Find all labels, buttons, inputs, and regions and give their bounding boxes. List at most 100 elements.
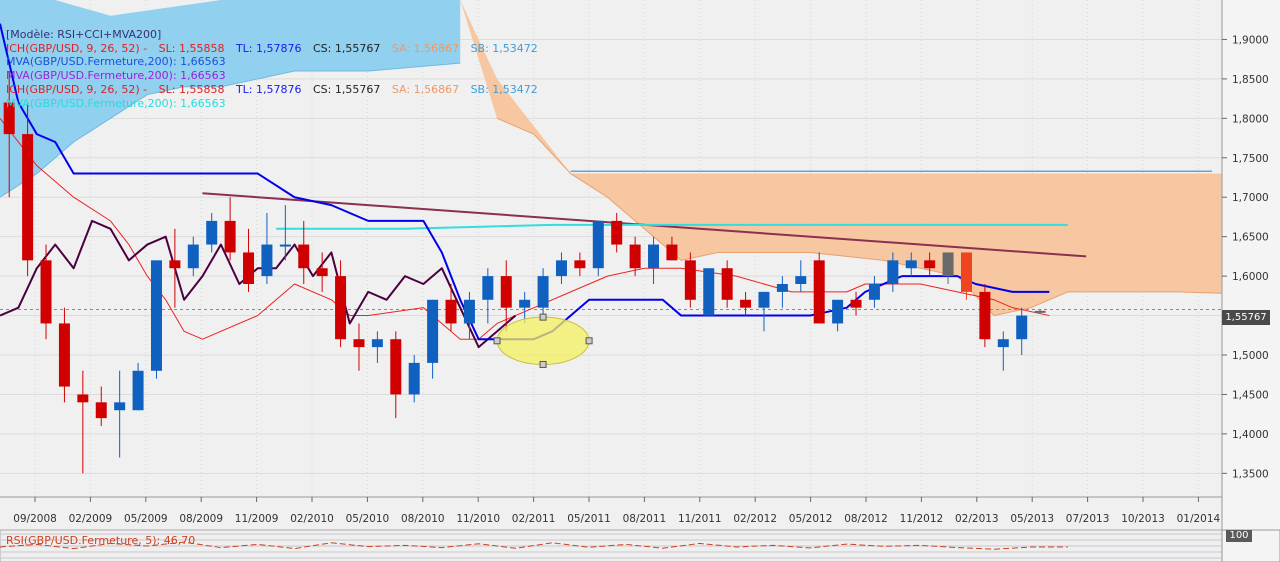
rsi-line — [0, 541, 1068, 550]
rsi-legend: RSI(GBP/USD.Fermeture, 5): 46,70 — [6, 534, 196, 547]
candle-body — [776, 284, 788, 292]
x-tick-label: 08/2012 — [844, 513, 888, 525]
y-tick-label: 1,5000 — [1232, 350, 1269, 362]
candle — [298, 220, 310, 284]
candle-body — [960, 252, 972, 292]
candle-body — [463, 299, 475, 324]
candle-body — [427, 299, 439, 363]
candle-body — [574, 260, 586, 269]
candle-body — [611, 220, 623, 245]
x-tick-label: 02/2013 — [955, 513, 999, 525]
annotation-handle — [539, 313, 547, 321]
x-tick-label: 11/2010 — [456, 513, 500, 525]
candle-body — [592, 220, 604, 269]
candle — [721, 260, 733, 308]
candle — [279, 205, 291, 261]
y-tick-label: 1,3500 — [1232, 468, 1269, 480]
candle — [445, 284, 457, 332]
candle — [979, 284, 991, 348]
ich-tl: TL: 1,57876 — [235, 82, 302, 96]
annotation-ellipse — [496, 316, 590, 365]
candle — [206, 213, 218, 253]
candle-body — [979, 291, 991, 340]
candle — [666, 236, 678, 261]
candle — [905, 252, 917, 277]
x-tick-label: 05/2009 — [124, 513, 168, 525]
cloud-blue — [0, 0, 461, 198]
candle — [261, 213, 273, 284]
candle — [924, 252, 936, 277]
ich-sb: SB: 1,53472 — [470, 82, 538, 96]
candle — [887, 252, 899, 292]
annotation-handle — [585, 337, 593, 345]
candle — [1016, 307, 1028, 355]
x-tick-label: 01/2014 — [1177, 513, 1221, 525]
current-price-tag: 1,55767 — [1222, 310, 1270, 325]
x-tick-label: 11/2012 — [900, 513, 944, 525]
candle-body — [298, 244, 310, 269]
candle-body — [555, 260, 567, 277]
candle-body — [1034, 310, 1046, 313]
y-tick-label: 1,6500 — [1232, 232, 1269, 244]
candle — [574, 252, 586, 277]
candle-body — [795, 276, 807, 284]
candle — [758, 291, 770, 332]
x-tick-label: 08/2009 — [179, 513, 223, 525]
x-tick-label: 10/2013 — [1121, 513, 1165, 525]
y-tick-label: 1,9000 — [1232, 34, 1269, 46]
candle — [611, 213, 623, 253]
candle — [353, 323, 365, 371]
candle-body — [3, 102, 15, 135]
x-tick-label: 02/2012 — [733, 513, 777, 525]
candle-body — [887, 260, 899, 284]
candle-body — [353, 339, 365, 348]
x-tick-label: 05/2011 — [567, 513, 611, 525]
ich-name: ICH(GBP/USD, 9, 26, 52) - — [6, 41, 148, 55]
candle-body — [905, 260, 917, 269]
candle — [427, 299, 439, 379]
candle — [335, 260, 347, 348]
y-axis-panel — [1222, 0, 1280, 530]
x-tick-label: 05/2013 — [1010, 513, 1054, 525]
annotation-handle — [539, 360, 547, 368]
candle — [740, 291, 752, 316]
candle-body — [703, 268, 715, 316]
legend-ich-2: ICH(GBP/USD, 9, 26, 52) - SL: 1,55858 TL… — [6, 83, 546, 97]
candle — [1034, 309, 1046, 314]
ich-sa: SA: 1,56867 — [391, 41, 460, 55]
candle — [463, 291, 475, 340]
legend-mva-1: MVA(GBP/USD.Fermeture,200): 1,66563 — [6, 55, 546, 69]
x-tick-label: 02/2010 — [290, 513, 334, 525]
annotation-handle — [493, 337, 501, 345]
candle-body — [997, 339, 1009, 348]
candle — [537, 268, 549, 316]
candle-body — [150, 260, 162, 371]
cloud-orange — [460, 0, 1252, 316]
ich-cs: CS: 1,55767 — [313, 41, 381, 55]
ich-sa: SA: 1,56867 — [391, 82, 460, 96]
x-tick-label: 05/2010 — [346, 513, 390, 525]
candle — [371, 331, 383, 363]
candle — [187, 236, 199, 277]
candle — [408, 355, 420, 403]
x-tick-label: 02/2009 — [69, 513, 113, 525]
y-tick-label: 1,7000 — [1232, 192, 1269, 204]
candle-body — [832, 299, 844, 324]
candle-body — [243, 252, 255, 284]
candle-body — [169, 260, 181, 269]
candle-body — [335, 276, 347, 340]
candle-body — [187, 244, 199, 269]
candle — [243, 228, 255, 292]
candle — [832, 299, 844, 332]
candle-body — [95, 402, 107, 419]
rsi-scale-tag: 100 — [1226, 530, 1252, 542]
candle — [40, 244, 52, 340]
candle — [868, 276, 880, 308]
candle — [629, 236, 641, 277]
legend-mva-3: MVA(GBP/USD.Fermeture,200): 1,66563 — [6, 97, 546, 111]
candle-body — [316, 268, 328, 277]
candle — [150, 260, 162, 379]
y-tick-label: 1,8000 — [1232, 113, 1269, 125]
